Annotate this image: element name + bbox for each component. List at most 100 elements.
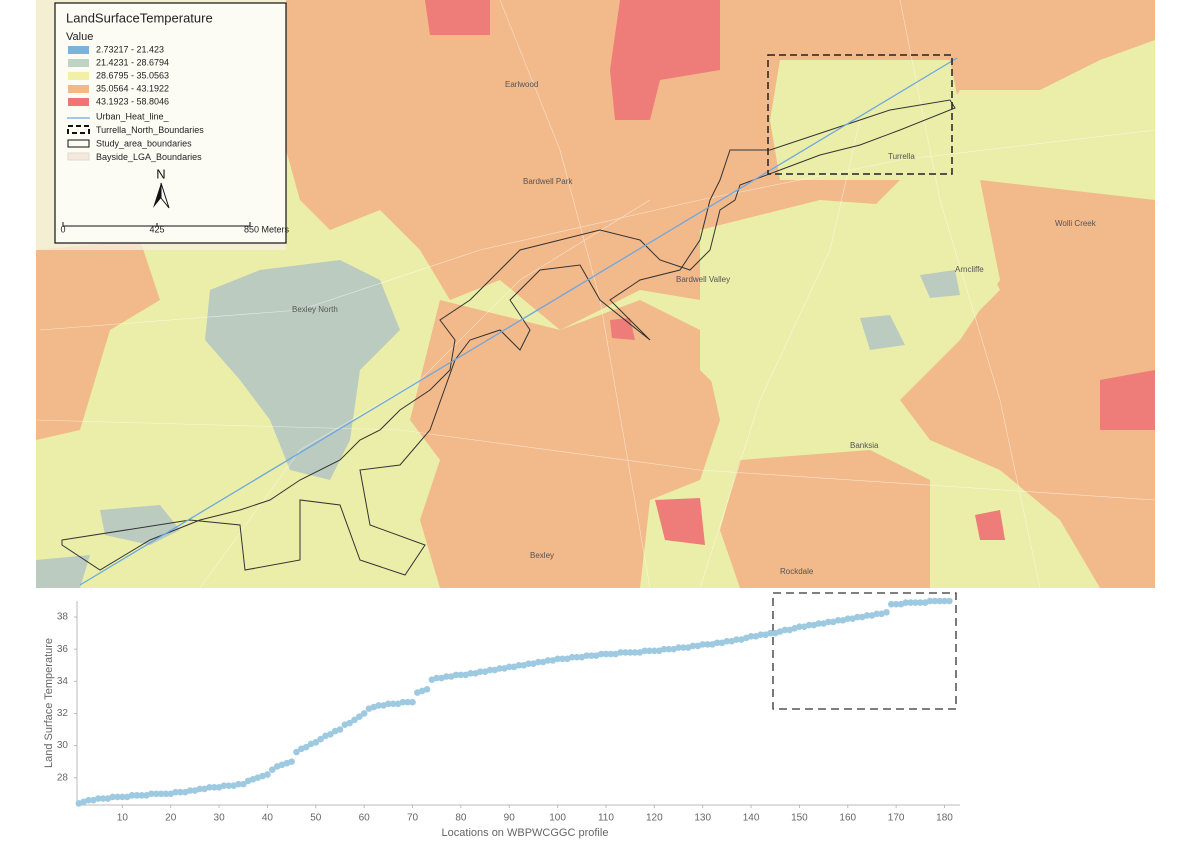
point <box>583 652 590 659</box>
legend-symbol <box>67 152 90 161</box>
point <box>409 698 416 706</box>
scale-label: 850 Meters <box>244 224 290 234</box>
point <box>680 644 687 651</box>
point <box>486 666 494 674</box>
legend-swatch <box>68 59 89 67</box>
x-tick-label: 30 <box>214 813 226 824</box>
point <box>757 631 765 639</box>
point <box>225 782 233 790</box>
zone-warm <box>36 240 160 440</box>
point <box>936 597 943 605</box>
point <box>268 766 276 773</box>
point <box>443 673 450 680</box>
place-label: Turrella <box>888 152 915 161</box>
point <box>912 599 919 606</box>
point <box>375 702 382 709</box>
point <box>883 608 890 616</box>
place-label: Bardwell Park <box>523 177 573 186</box>
point <box>288 758 295 765</box>
legend-swatch <box>68 85 89 93</box>
legend-swatch <box>68 98 89 106</box>
x-tick-label: 90 <box>504 813 516 824</box>
x-axis-label: Locations on WBPWCGGC profile <box>442 827 609 839</box>
point <box>534 658 542 666</box>
point <box>733 636 740 643</box>
point <box>152 790 160 798</box>
legend-label: 43.1923 - 58.8046 <box>96 96 169 106</box>
point <box>346 719 353 727</box>
legend-label: Turrella_North_Boundaries <box>96 125 204 135</box>
point <box>873 610 881 618</box>
point <box>505 663 513 671</box>
point <box>114 793 121 801</box>
study-area-boundary <box>61 99 956 576</box>
x-tick-label: 110 <box>598 813 614 824</box>
legend-label: 35.0564 - 43.1922 <box>96 83 169 93</box>
y-tick-label: 30 <box>57 740 69 751</box>
point <box>496 665 503 672</box>
point <box>206 784 213 791</box>
point <box>665 645 673 653</box>
point <box>351 716 358 724</box>
legend: LandSurfaceTemperature Value N 0 425 850… <box>54 2 290 244</box>
point <box>863 612 871 619</box>
point <box>457 671 465 679</box>
point <box>651 647 658 655</box>
point <box>360 710 368 717</box>
point <box>385 700 392 708</box>
x-tick-label: 80 <box>455 813 467 824</box>
place-label: Bexley <box>530 551 554 560</box>
place-label: Arncliffe <box>955 265 984 274</box>
point <box>172 788 179 796</box>
point <box>196 785 204 793</box>
point <box>336 726 344 733</box>
point <box>767 629 774 637</box>
point <box>515 661 523 669</box>
x-tick-label: 40 <box>262 813 274 824</box>
x-tick-label: 160 <box>839 813 856 824</box>
scale-label: 425 <box>149 224 164 234</box>
point <box>544 657 552 664</box>
legend-heading: Value <box>66 31 93 43</box>
point <box>356 713 363 720</box>
point <box>617 649 624 656</box>
point <box>675 644 682 651</box>
point <box>186 787 194 794</box>
legend-swatch <box>68 72 89 80</box>
point <box>781 626 789 634</box>
point <box>138 792 146 799</box>
legend-label: Urban_Heat_line_ <box>96 111 170 121</box>
y-tick-label: 38 <box>57 612 69 623</box>
point <box>834 616 842 624</box>
point <box>235 780 242 788</box>
legend-symbol <box>67 139 90 148</box>
y-tick-label: 36 <box>57 644 69 655</box>
zone-warm <box>900 180 1155 588</box>
point <box>926 597 934 605</box>
x-tick-label: 150 <box>791 813 808 824</box>
zone-warm <box>410 300 720 588</box>
point <box>805 621 813 629</box>
x-tick-label: 70 <box>407 813 419 824</box>
point <box>239 780 247 788</box>
legend-box <box>54 2 287 244</box>
point <box>907 599 914 606</box>
x-tick-label: 10 <box>117 813 129 824</box>
legend-symbol <box>67 125 90 134</box>
point <box>917 599 924 606</box>
point <box>573 653 581 661</box>
scale-bar <box>62 222 251 227</box>
point <box>85 796 92 804</box>
point <box>892 600 900 608</box>
legend-label: Bayside_LGA_Boundaries <box>96 152 202 162</box>
point <box>704 641 711 648</box>
x-tick-label: 170 <box>888 813 905 824</box>
scale-label: 0 <box>60 224 65 234</box>
point <box>476 668 484 675</box>
x-tick-label: 130 <box>694 813 711 824</box>
point <box>109 793 116 801</box>
legend-label: 28.6795 - 35.0563 <box>96 70 169 80</box>
place-label: Earlwood <box>505 80 538 89</box>
point <box>99 795 107 802</box>
point <box>646 647 653 655</box>
